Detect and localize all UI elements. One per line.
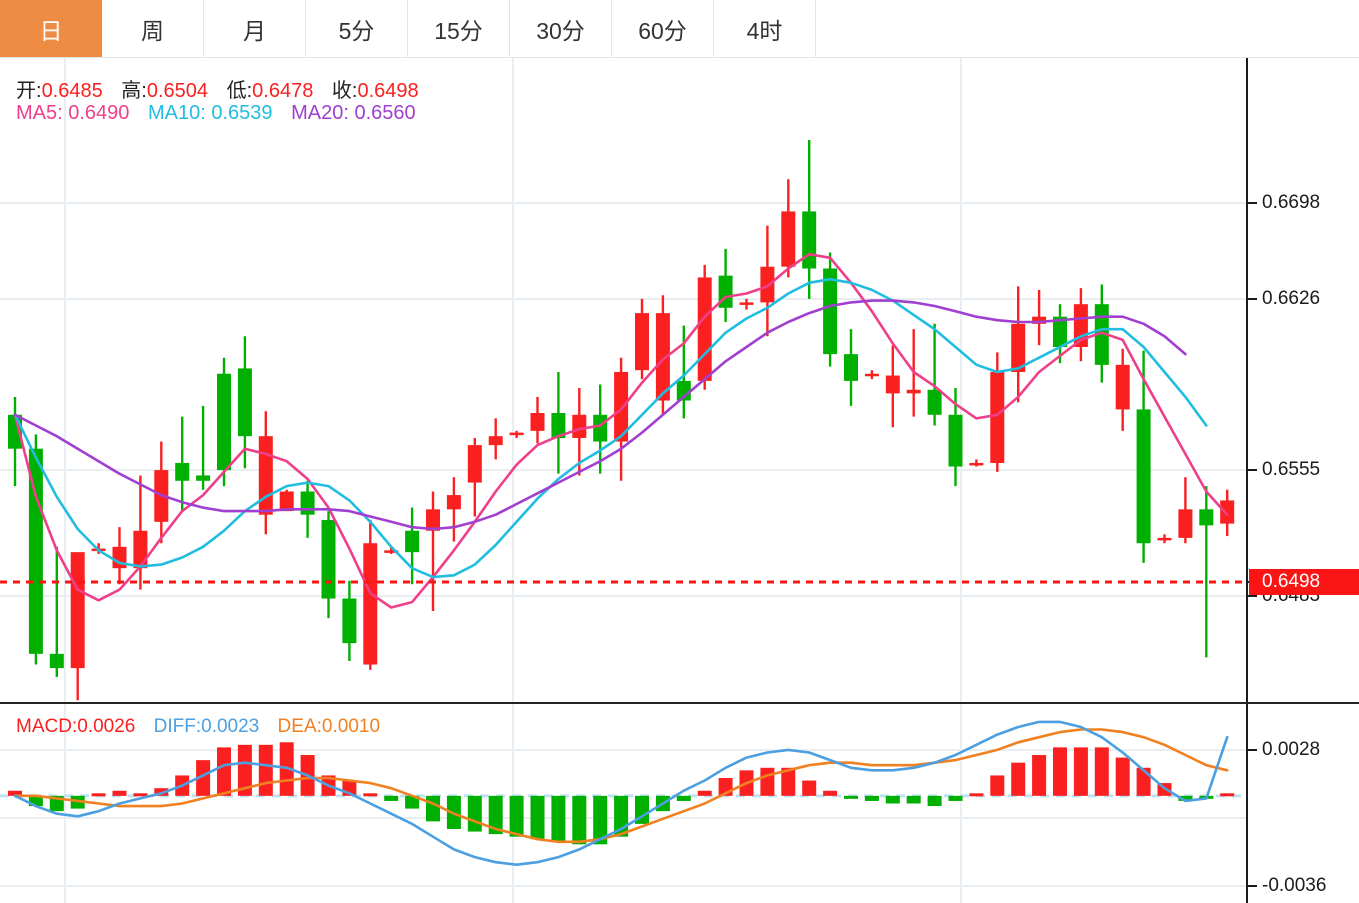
macd-signal-lines — [13, 720, 1229, 866]
macd-tick-label: -0.0036 — [1262, 875, 1327, 896]
price-tick-mark — [1248, 202, 1257, 204]
timeframe-tabbar: 日 周 月 5分 15分 30分 60分 4时 — [0, 0, 1359, 58]
price-tick-label: 0.6555 — [1262, 459, 1321, 480]
macd-plot[interactable]: MACD:0.0026 DIFF:0.0023 DEA:0.0010 — [0, 704, 1246, 903]
tabbar-filler — [816, 0, 1359, 57]
tab-month[interactable]: 月 — [204, 0, 306, 57]
price-tick-mark — [1248, 595, 1257, 597]
tab-5min[interactable]: 5分 — [306, 0, 408, 57]
macd-gridlines — [0, 704, 1246, 903]
macd-panel: MACD:0.0026 DIFF:0.0023 DEA:0.0010 0.002… — [0, 702, 1359, 903]
current-price-line — [0, 580, 1246, 584]
macd-axis[interactable]: 0.0028 -0.0036 — [1246, 704, 1359, 903]
tab-15min[interactable]: 15分 — [408, 0, 510, 57]
price-panel: 开:0.6485 高:0.6504 低:0.6478 收:0.6498 MA5:… — [0, 58, 1359, 752]
price-tick-label: 0.6698 — [1262, 192, 1321, 213]
tab-4hour[interactable]: 4时 — [714, 0, 816, 57]
price-tick-mark — [1248, 298, 1257, 300]
tab-week[interactable]: 周 — [102, 0, 204, 57]
tab-30min[interactable]: 30分 — [510, 0, 612, 57]
chart-area: 开:0.6485 高:0.6504 低:0.6478 收:0.6498 MA5:… — [0, 58, 1359, 903]
current-price-badge: 0.6498 — [1249, 569, 1359, 595]
macd-tick-mark — [1248, 749, 1257, 751]
price-plot[interactable]: 开:0.6485 高:0.6504 低:0.6478 收:0.6498 MA5:… — [0, 58, 1246, 702]
macd-tick-label: 0.0028 — [1262, 739, 1321, 760]
tab-day[interactable]: 日 — [0, 0, 102, 57]
price-gridlines — [0, 58, 1246, 702]
tab-60min[interactable]: 60分 — [612, 0, 714, 57]
price-tick-mark — [1248, 469, 1257, 471]
moving-average-lines — [13, 252, 1229, 609]
macd-tick-mark — [1248, 885, 1257, 887]
price-tick-label: 0.6626 — [1262, 288, 1321, 309]
